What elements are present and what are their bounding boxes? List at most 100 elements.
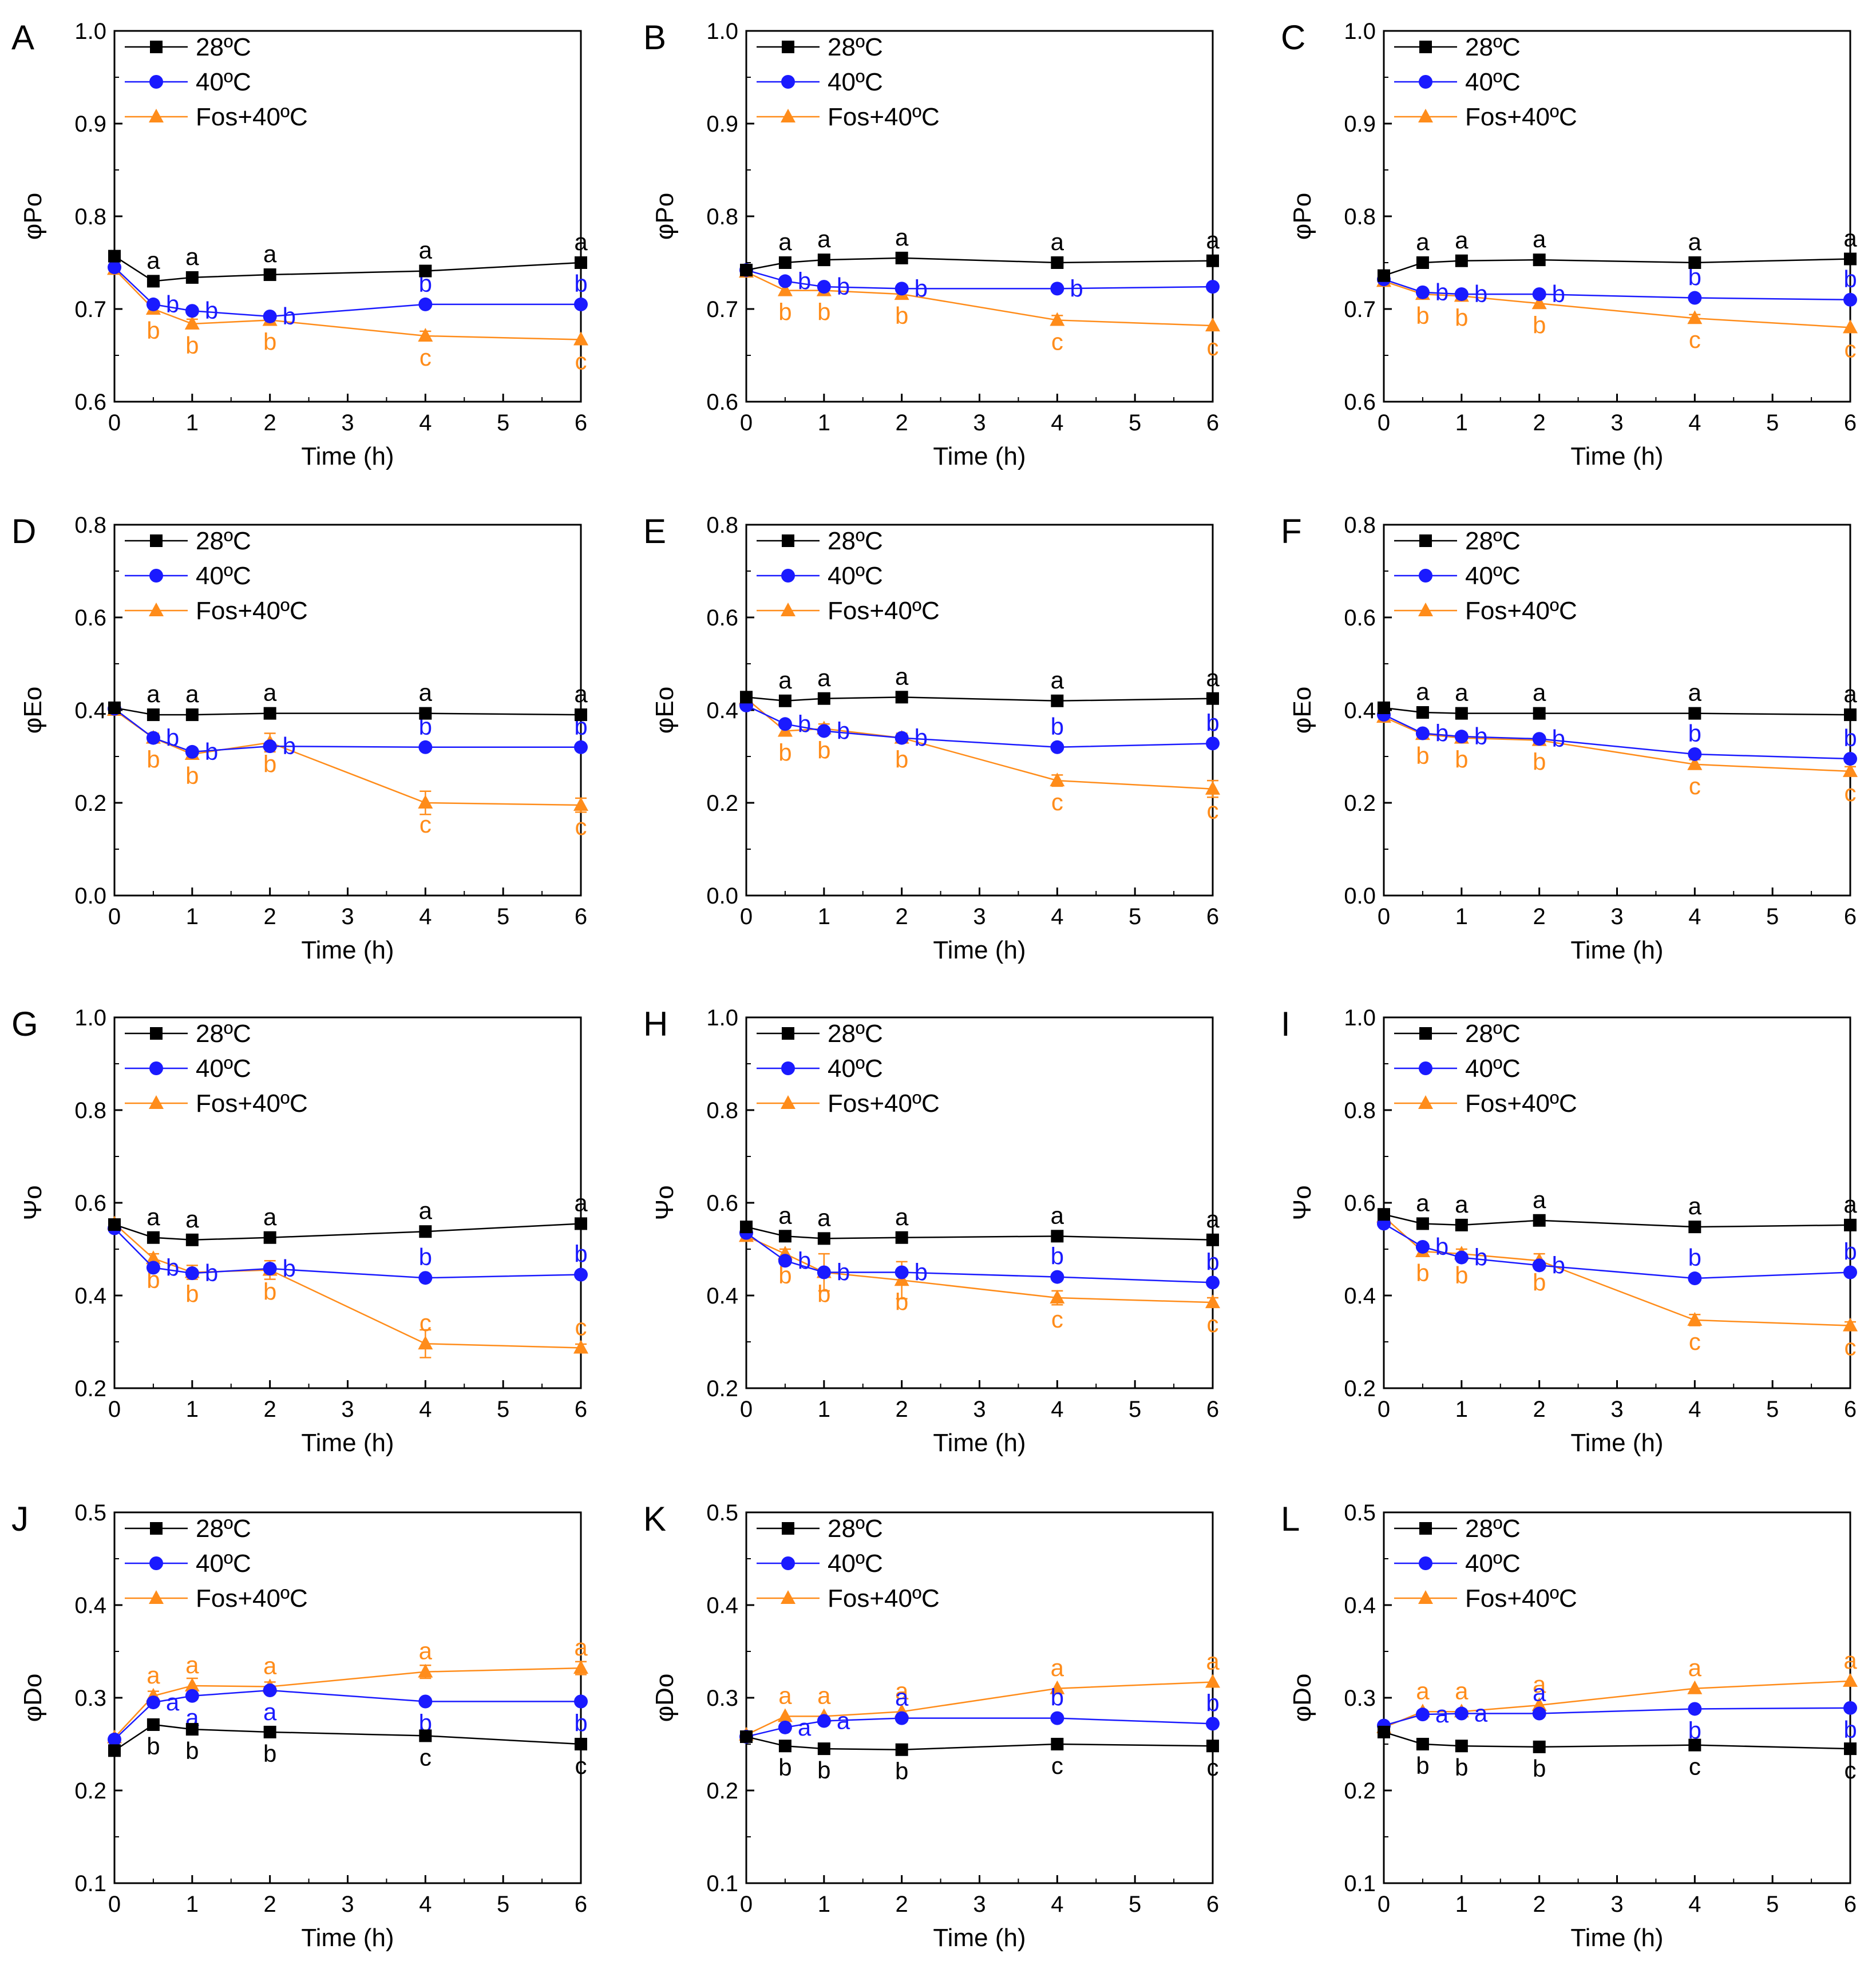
y-tick-label: 0.7 [74,297,106,322]
data-point [817,692,830,705]
series-line [114,255,581,282]
series-line [114,1667,581,1738]
x-tick-label: 0 [108,904,121,929]
legend-marker [781,569,795,583]
x-tick-label: 1 [1455,1892,1468,1917]
legend-marker [781,109,795,122]
data-point [574,297,588,311]
y-tick-label: 0.8 [706,1098,738,1123]
legend-marker [1419,534,1432,547]
legend-marker [1419,75,1432,89]
series-line [746,1232,1213,1283]
legend-marker [149,1556,163,1570]
significance-letter: b [205,738,218,765]
x-tick-label: 6 [1206,1397,1219,1422]
significance-letter: b [166,291,179,318]
x-tick-label: 4 [1051,1892,1063,1917]
significance-letter: a [1843,225,1857,252]
legend: 28ºC 40ºC Fos+40ºC [1394,527,1577,625]
significance-letter: c [1689,1328,1701,1355]
significance-letter: c [1845,1757,1857,1784]
x-tick-label: 1 [1455,904,1468,929]
plot-frame [745,524,1214,897]
x-tick-label: 1 [818,904,830,929]
significance-letter: b [798,710,811,737]
significance-letter: b [147,746,160,773]
data-point [1050,312,1065,326]
legend-label: 40ºC [828,562,883,590]
series-line [746,698,1213,790]
y-tick-label: 0.4 [706,698,738,723]
significance-letter: c [1845,779,1857,806]
significance-letter: c [1051,328,1063,355]
significance-letter: a [1474,1700,1488,1727]
data-point [1206,1740,1219,1753]
y-tick-label: 0.3 [706,1686,738,1711]
data-point [573,1340,588,1354]
panel-letter: I [1281,1005,1291,1043]
data-point [1050,1270,1064,1284]
significance-letter: b [1533,311,1546,338]
y-tick-label: 0.1 [1344,1871,1376,1896]
legend-marker [150,41,163,53]
data-point [1532,287,1546,302]
data-point [1688,1221,1701,1234]
significance-letter: c [1207,334,1219,360]
data-point [418,795,433,809]
significance-letter: a [166,1689,180,1716]
y-axis-title: φPo [1288,193,1316,240]
legend: 28ºC 40ºC Fos+40ºC [125,527,308,625]
significance-letter: b [1070,275,1083,302]
x-tick-label: 0 [740,410,753,435]
significance-letter: a [263,679,277,706]
significance-letter: b [1843,1238,1857,1265]
data-point [108,249,121,263]
x-axis-title: Time (h) [301,1429,394,1457]
legend-label: 40ºC [828,68,883,96]
significance-letter: b [1688,720,1701,747]
data-point [1533,1214,1546,1227]
significance-letter: b [1474,723,1487,750]
data-point [1206,1233,1219,1246]
series-line [114,707,581,716]
data-point [778,274,792,288]
significance-letter: a [185,1206,199,1233]
significance-letter: b [1843,724,1857,751]
legend-label: 40ºC [828,1055,883,1083]
significance-letter: b [895,1288,908,1315]
significance-letter: b [1206,1689,1219,1716]
plot-frame [113,30,582,403]
x-tick-label: 0 [108,410,121,435]
data-point [1844,708,1857,722]
data-point [1454,287,1469,302]
x-axis-title: Time (h) [1570,1924,1663,1952]
legend-marker [782,1522,794,1535]
significance-letter: b [147,317,160,344]
significance-letter: a [1416,1677,1430,1704]
significance-letter: a [817,664,831,691]
data-point [1844,1218,1857,1231]
series-line [1383,1680,1851,1728]
series-line [1383,1214,1851,1228]
significance-letter: b [895,1758,908,1785]
x-axis-title: Time (h) [1570,936,1663,964]
y-tick-label: 0.7 [1344,297,1376,322]
legend-marker [149,569,163,583]
x-tick-label: 4 [1051,904,1063,929]
data-point [575,708,587,722]
legend: 28ºC 40ºC Fos+40ºC [1394,33,1577,131]
significance-letter: b [895,302,908,329]
data-point [419,1729,432,1742]
x-tick-label: 0 [740,1892,753,1917]
plot-frame [113,524,582,897]
data-point [1050,772,1065,787]
